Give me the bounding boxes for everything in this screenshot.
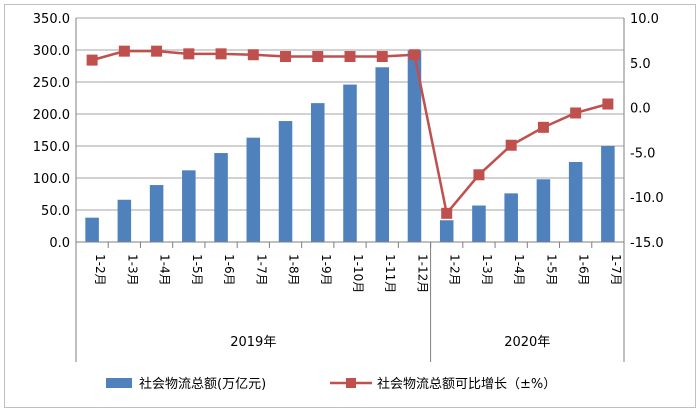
category-label: 1-6月 [222,254,236,286]
line-point [118,45,130,57]
bar [472,205,486,242]
bar [568,162,583,242]
category-labels: 1-2月 1-3月 1-4月 1-5月 1-6月 1-7月 1-8月 1-9月 1-10月 1-1… [93,254,623,293]
right-tick-label: -15.0 [630,236,664,251]
legend-line-marker [346,378,356,388]
series-line [445,102,609,215]
line-point [376,51,388,63]
category-label: 1-7月 [609,254,623,286]
bar [375,67,390,242]
category-label: 1-5月 [190,254,204,286]
year-label: 2019年 [230,335,276,350]
line-point [183,48,195,60]
legend: 社会物流总额(万亿元) 社会物流总额可比增长（±%） [106,376,556,392]
category-label: 1-11月 [383,254,397,293]
line-point [151,45,163,57]
category-label: 1-3月 [480,254,494,286]
left-tick-label: 350.0 [33,12,70,27]
line-point [344,51,356,63]
right-tick-label: 0.0 [630,102,651,117]
bar [343,84,357,242]
right-tick-label: 10.0 [630,12,659,27]
bar [117,199,132,242]
bar [504,193,518,242]
left-tick-label: 50.0 [41,204,70,219]
category-label: 1-7月 [254,254,268,286]
axes [75,18,625,362]
left-tick-label: 200.0 [33,108,70,123]
category-label: 1-4月 [512,254,526,286]
line-point [537,121,549,133]
bar [439,220,454,242]
series-line-connector [413,54,448,214]
bar [407,50,422,242]
chart-frame [4,4,696,408]
line-point [215,48,227,60]
category-label: 1-4月 [158,254,172,286]
line-point [247,49,259,61]
line-point [602,98,614,110]
right-tick-label: 5.0 [630,57,651,72]
line-point [312,51,324,63]
gridlines [76,17,624,211]
left-axis-ticks: 0.0 50.0 100.0 150.0 200.0 250.0 300.0 350.0 [33,12,70,251]
line-point [473,169,485,181]
line-series [86,45,614,219]
right-tick-label: -5.0 [630,146,655,161]
line-point [441,207,453,219]
bar [278,121,293,242]
category-label: 1-6月 [577,254,591,286]
line-point [408,49,420,61]
left-tick-label: 250.0 [33,76,70,91]
bar [246,137,261,242]
bar [310,103,325,243]
line-point [505,139,517,151]
category-label: 1-8月 [287,254,301,286]
line-point [86,54,98,66]
left-tick-label: 300.0 [33,44,70,59]
bar [182,170,196,242]
legend-bar-label: 社会物流总额(万亿元) [139,376,266,392]
bar [536,179,551,242]
year-group-labels: 2019年 2020年 [230,335,550,350]
category-label: 1-2月 [448,254,462,286]
bar [85,217,99,242]
bar-series [85,50,615,243]
bar [601,146,615,242]
right-tick-label: -10.0 [630,191,664,206]
year-label: 2020年 [504,335,550,350]
left-tick-label: 150.0 [33,140,70,155]
category-label: 1-9月 [319,254,333,286]
category-label: 1-5月 [544,254,558,286]
left-tick-label: 0.0 [49,236,70,251]
legend-bar-swatch [106,378,132,388]
bar [149,185,164,242]
line-point [280,51,292,63]
category-label: 1-10月 [351,254,365,293]
line-point [570,107,582,119]
legend-line-label: 社会物流总额可比增长（±%） [377,376,556,392]
right-axis-ticks: -15.0 -10.0 -5.0 0.0 5.0 10.0 [630,12,664,251]
left-tick-label: 100.0 [33,172,70,187]
bar [214,153,228,242]
category-label: 1-2月 [93,254,107,286]
category-label: 1-3月 [125,254,139,286]
category-label: 1-12月 [415,254,429,293]
